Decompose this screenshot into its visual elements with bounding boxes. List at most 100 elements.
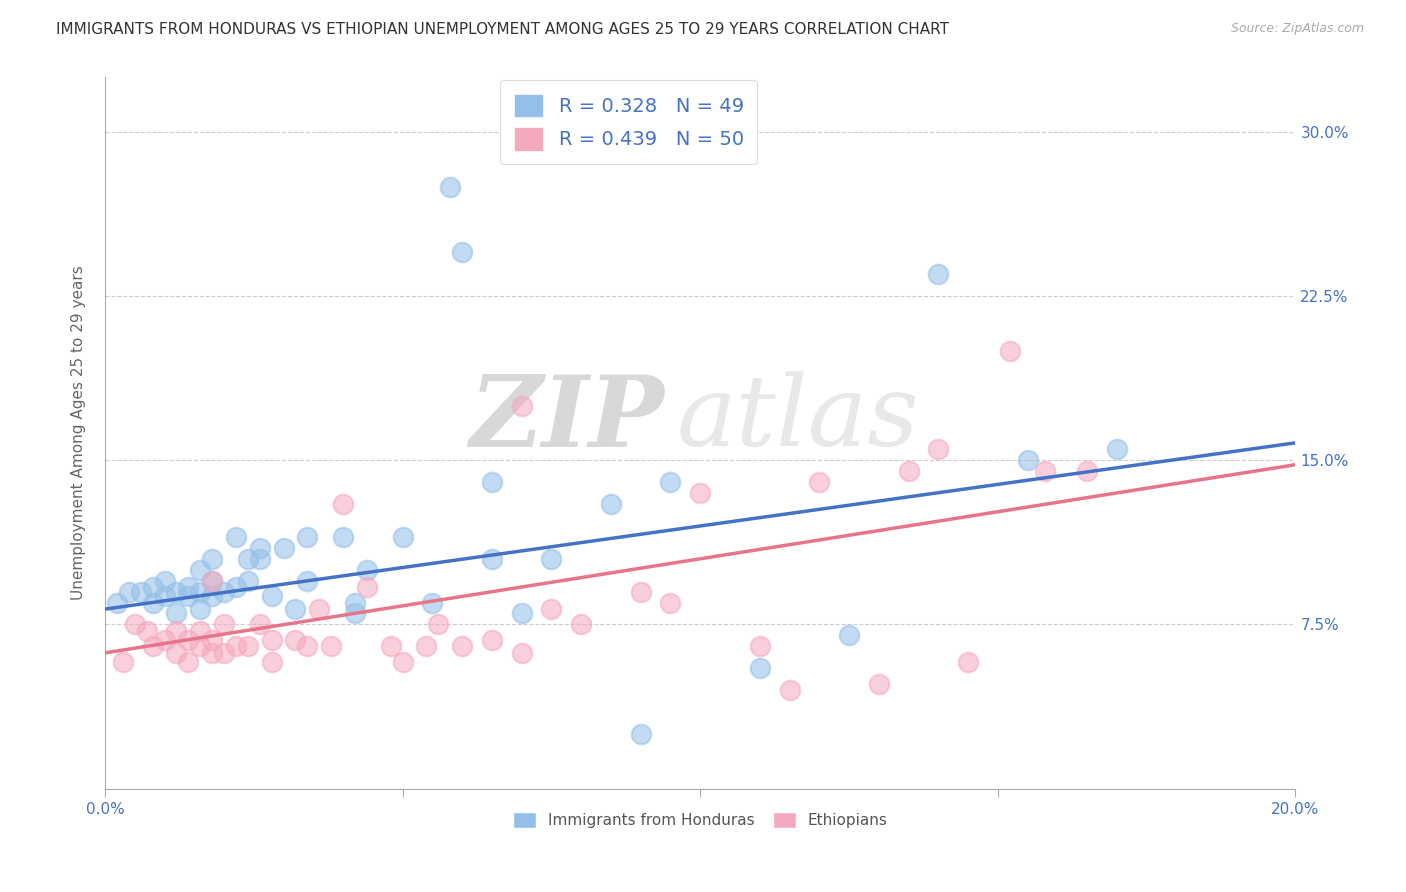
Point [201,574,224,588]
Point [297,530,319,544]
Legend: Immigrants from Honduras, Ethiopians: Immigrants from Honduras, Ethiopians [506,806,894,834]
Point [689,486,711,500]
Point [201,551,224,566]
Point [212,646,235,660]
Point [540,602,562,616]
Point [510,607,533,621]
Point [332,497,354,511]
Point [284,602,307,616]
Point [188,602,211,616]
Point [510,646,533,660]
Point [540,551,562,566]
Text: Source: ZipAtlas.com: Source: ZipAtlas.com [1230,22,1364,36]
Point [177,580,200,594]
Point [177,632,200,647]
Point [165,624,187,638]
Point [111,655,134,669]
Point [927,442,949,457]
Point [1105,442,1128,457]
Point [332,530,354,544]
Point [1035,464,1057,478]
Point [188,624,211,638]
Point [188,584,211,599]
Point [188,640,211,654]
Point [451,640,474,654]
Point [927,268,949,282]
Point [260,632,283,647]
Point [165,584,187,599]
Point [343,607,366,621]
Point [297,640,319,654]
Point [225,530,247,544]
Point [748,640,770,654]
Point [177,655,200,669]
Text: atlas: atlas [676,371,920,467]
Point [201,646,224,660]
Point [142,596,165,610]
Point [153,632,176,647]
Point [236,640,259,654]
Point [142,580,165,594]
Point [998,343,1021,358]
Point [427,617,450,632]
Point [659,475,682,490]
Point [201,574,224,588]
Point [321,640,343,654]
Point [236,551,259,566]
Point [422,596,444,610]
Point [249,541,271,555]
Point [481,551,503,566]
Point [284,632,307,647]
Point [343,596,366,610]
Text: ZIP: ZIP [470,370,665,467]
Point [439,179,461,194]
Point [356,563,378,577]
Point [135,624,157,638]
Point [1017,453,1039,467]
Point [129,584,152,599]
Point [779,683,801,698]
Point [415,640,437,654]
Point [630,727,652,741]
Point [249,617,271,632]
Point [124,617,146,632]
Point [165,646,187,660]
Point [957,655,980,669]
Point [748,661,770,675]
Point [308,602,330,616]
Point [391,655,413,669]
Y-axis label: Unemployment Among Ages 25 to 29 years: Unemployment Among Ages 25 to 29 years [72,266,86,600]
Point [165,607,187,621]
Point [118,584,141,599]
Point [380,640,402,654]
Text: IMMIGRANTS FROM HONDURAS VS ETHIOPIAN UNEMPLOYMENT AMONG AGES 25 TO 29 YEARS COR: IMMIGRANTS FROM HONDURAS VS ETHIOPIAN UN… [56,22,949,37]
Point [569,617,592,632]
Point [201,632,224,647]
Point [897,464,920,478]
Point [260,655,283,669]
Point [600,497,623,511]
Point [142,640,165,654]
Point [1076,464,1098,478]
Point [177,589,200,603]
Point [105,596,128,610]
Point [153,589,176,603]
Point [481,475,503,490]
Point [153,574,176,588]
Point [212,617,235,632]
Point [273,541,295,555]
Point [451,245,474,260]
Point [201,589,224,603]
Point [260,589,283,603]
Point [236,574,259,588]
Point [249,551,271,566]
Point [391,530,413,544]
Point [297,574,319,588]
Point [868,676,890,690]
Point [212,584,235,599]
Point [808,475,831,490]
Point [356,580,378,594]
Point [659,596,682,610]
Point [225,580,247,594]
Point [510,399,533,413]
